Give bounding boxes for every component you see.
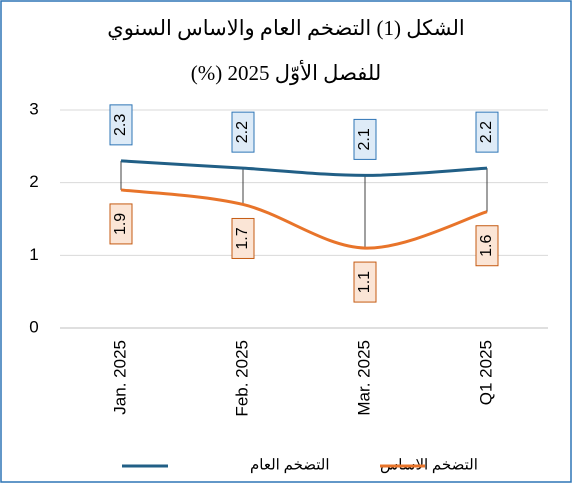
legend-label: التضخم العام (250, 457, 330, 473)
series-line (120, 188, 488, 250)
y-tick-label: 2 (29, 172, 38, 191)
data-label: 2.2 (234, 121, 251, 143)
data-label: 2.1 (356, 128, 373, 150)
legend: التضخم العام التضخم الاساس (122, 457, 478, 473)
data-label: 1.6 (478, 235, 495, 257)
data-label-box (231, 111, 255, 153)
data-label: 2.2 (478, 121, 495, 143)
y-tick-label: 3 (29, 99, 38, 118)
data-label-box (475, 225, 499, 267)
series-line (120, 159, 488, 177)
data-label-box (353, 118, 377, 160)
data-label-box (353, 261, 377, 303)
legend-label: التضخم الاساس (380, 457, 478, 473)
data-label-box (109, 203, 133, 245)
data-label-box (231, 217, 255, 259)
y-tick-label: 1 (29, 245, 38, 264)
chart-subtitle: للفصل الأوّل 2025 (%) (191, 59, 382, 86)
data-label-box (109, 104, 133, 146)
x-tick-label: Feb. 2025 (232, 340, 251, 417)
data-label: 2.3 (112, 114, 129, 136)
y-tick-label: 0 (29, 317, 38, 336)
data-label: 1.7 (234, 227, 251, 249)
x-tick-label: Q1 2025 (476, 340, 495, 405)
x-tick-label: Mar. 2025 (354, 340, 373, 416)
x-tick-label: Jan. 2025 (110, 340, 129, 415)
chart-title: الشكل (1) التضخم العام والاساس السنوي (107, 16, 464, 41)
data-label: 1.1 (356, 271, 373, 293)
data-label: 1.9 (112, 213, 129, 235)
data-label-box (475, 111, 499, 153)
